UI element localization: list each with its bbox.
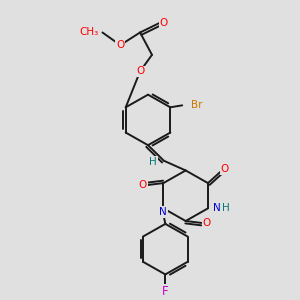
Text: O: O bbox=[160, 18, 168, 28]
Text: O: O bbox=[138, 180, 147, 190]
Text: N: N bbox=[160, 207, 167, 217]
Text: H: H bbox=[222, 203, 230, 213]
Text: H: H bbox=[149, 157, 157, 167]
Text: O: O bbox=[116, 40, 124, 50]
Text: O: O bbox=[136, 66, 144, 76]
Text: CH₃: CH₃ bbox=[79, 28, 98, 38]
Text: N: N bbox=[213, 203, 221, 213]
Text: O: O bbox=[221, 164, 229, 175]
Text: Br: Br bbox=[191, 100, 202, 110]
Text: F: F bbox=[162, 285, 169, 298]
Text: O: O bbox=[202, 218, 211, 228]
